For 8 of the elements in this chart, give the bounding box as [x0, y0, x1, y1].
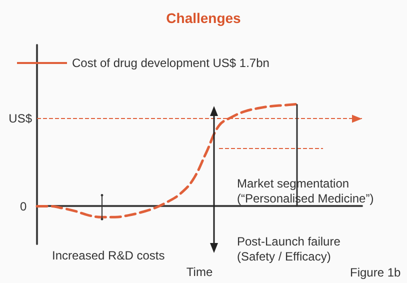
chart-title: Challenges [166, 10, 242, 26]
text: Increased R&D costs [52, 248, 165, 262]
x-axis-title: Time [186, 265, 213, 279]
text: 0 [20, 200, 27, 214]
legend-label: Cost of drug development US$ 1.7bn [72, 56, 270, 70]
caption: Figure 1b [350, 266, 402, 280]
ref-line-label: US$ [8, 111, 32, 126]
text: Post-Launch failure (Safety / Efficacy) [237, 234, 341, 264]
